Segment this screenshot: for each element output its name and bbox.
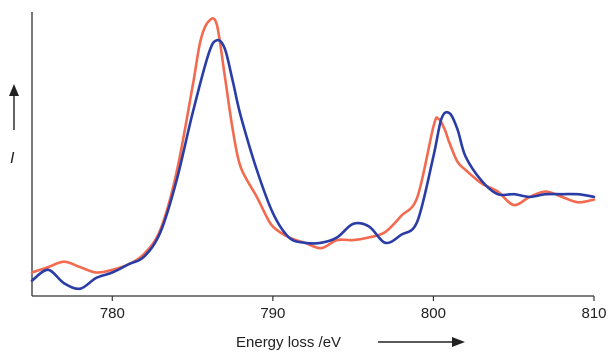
series-group — [30, 17, 596, 291]
x-tick-label: 780 — [100, 305, 125, 322]
y-axis-title: I — [10, 150, 15, 167]
x-tick-label: 800 — [421, 305, 446, 322]
x-axis-arrow — [378, 337, 465, 347]
x-axis-title: Energy loss /eV — [236, 334, 341, 351]
axes — [31, 12, 594, 297]
series-blue-line — [30, 38, 596, 291]
series-orange-line — [30, 17, 596, 274]
x-ticks: 780 790 800 810 — [100, 296, 607, 322]
x-tick-label: 810 — [581, 305, 606, 322]
y-axis-arrow — [9, 84, 19, 130]
x-tick-label: 790 — [260, 305, 285, 322]
